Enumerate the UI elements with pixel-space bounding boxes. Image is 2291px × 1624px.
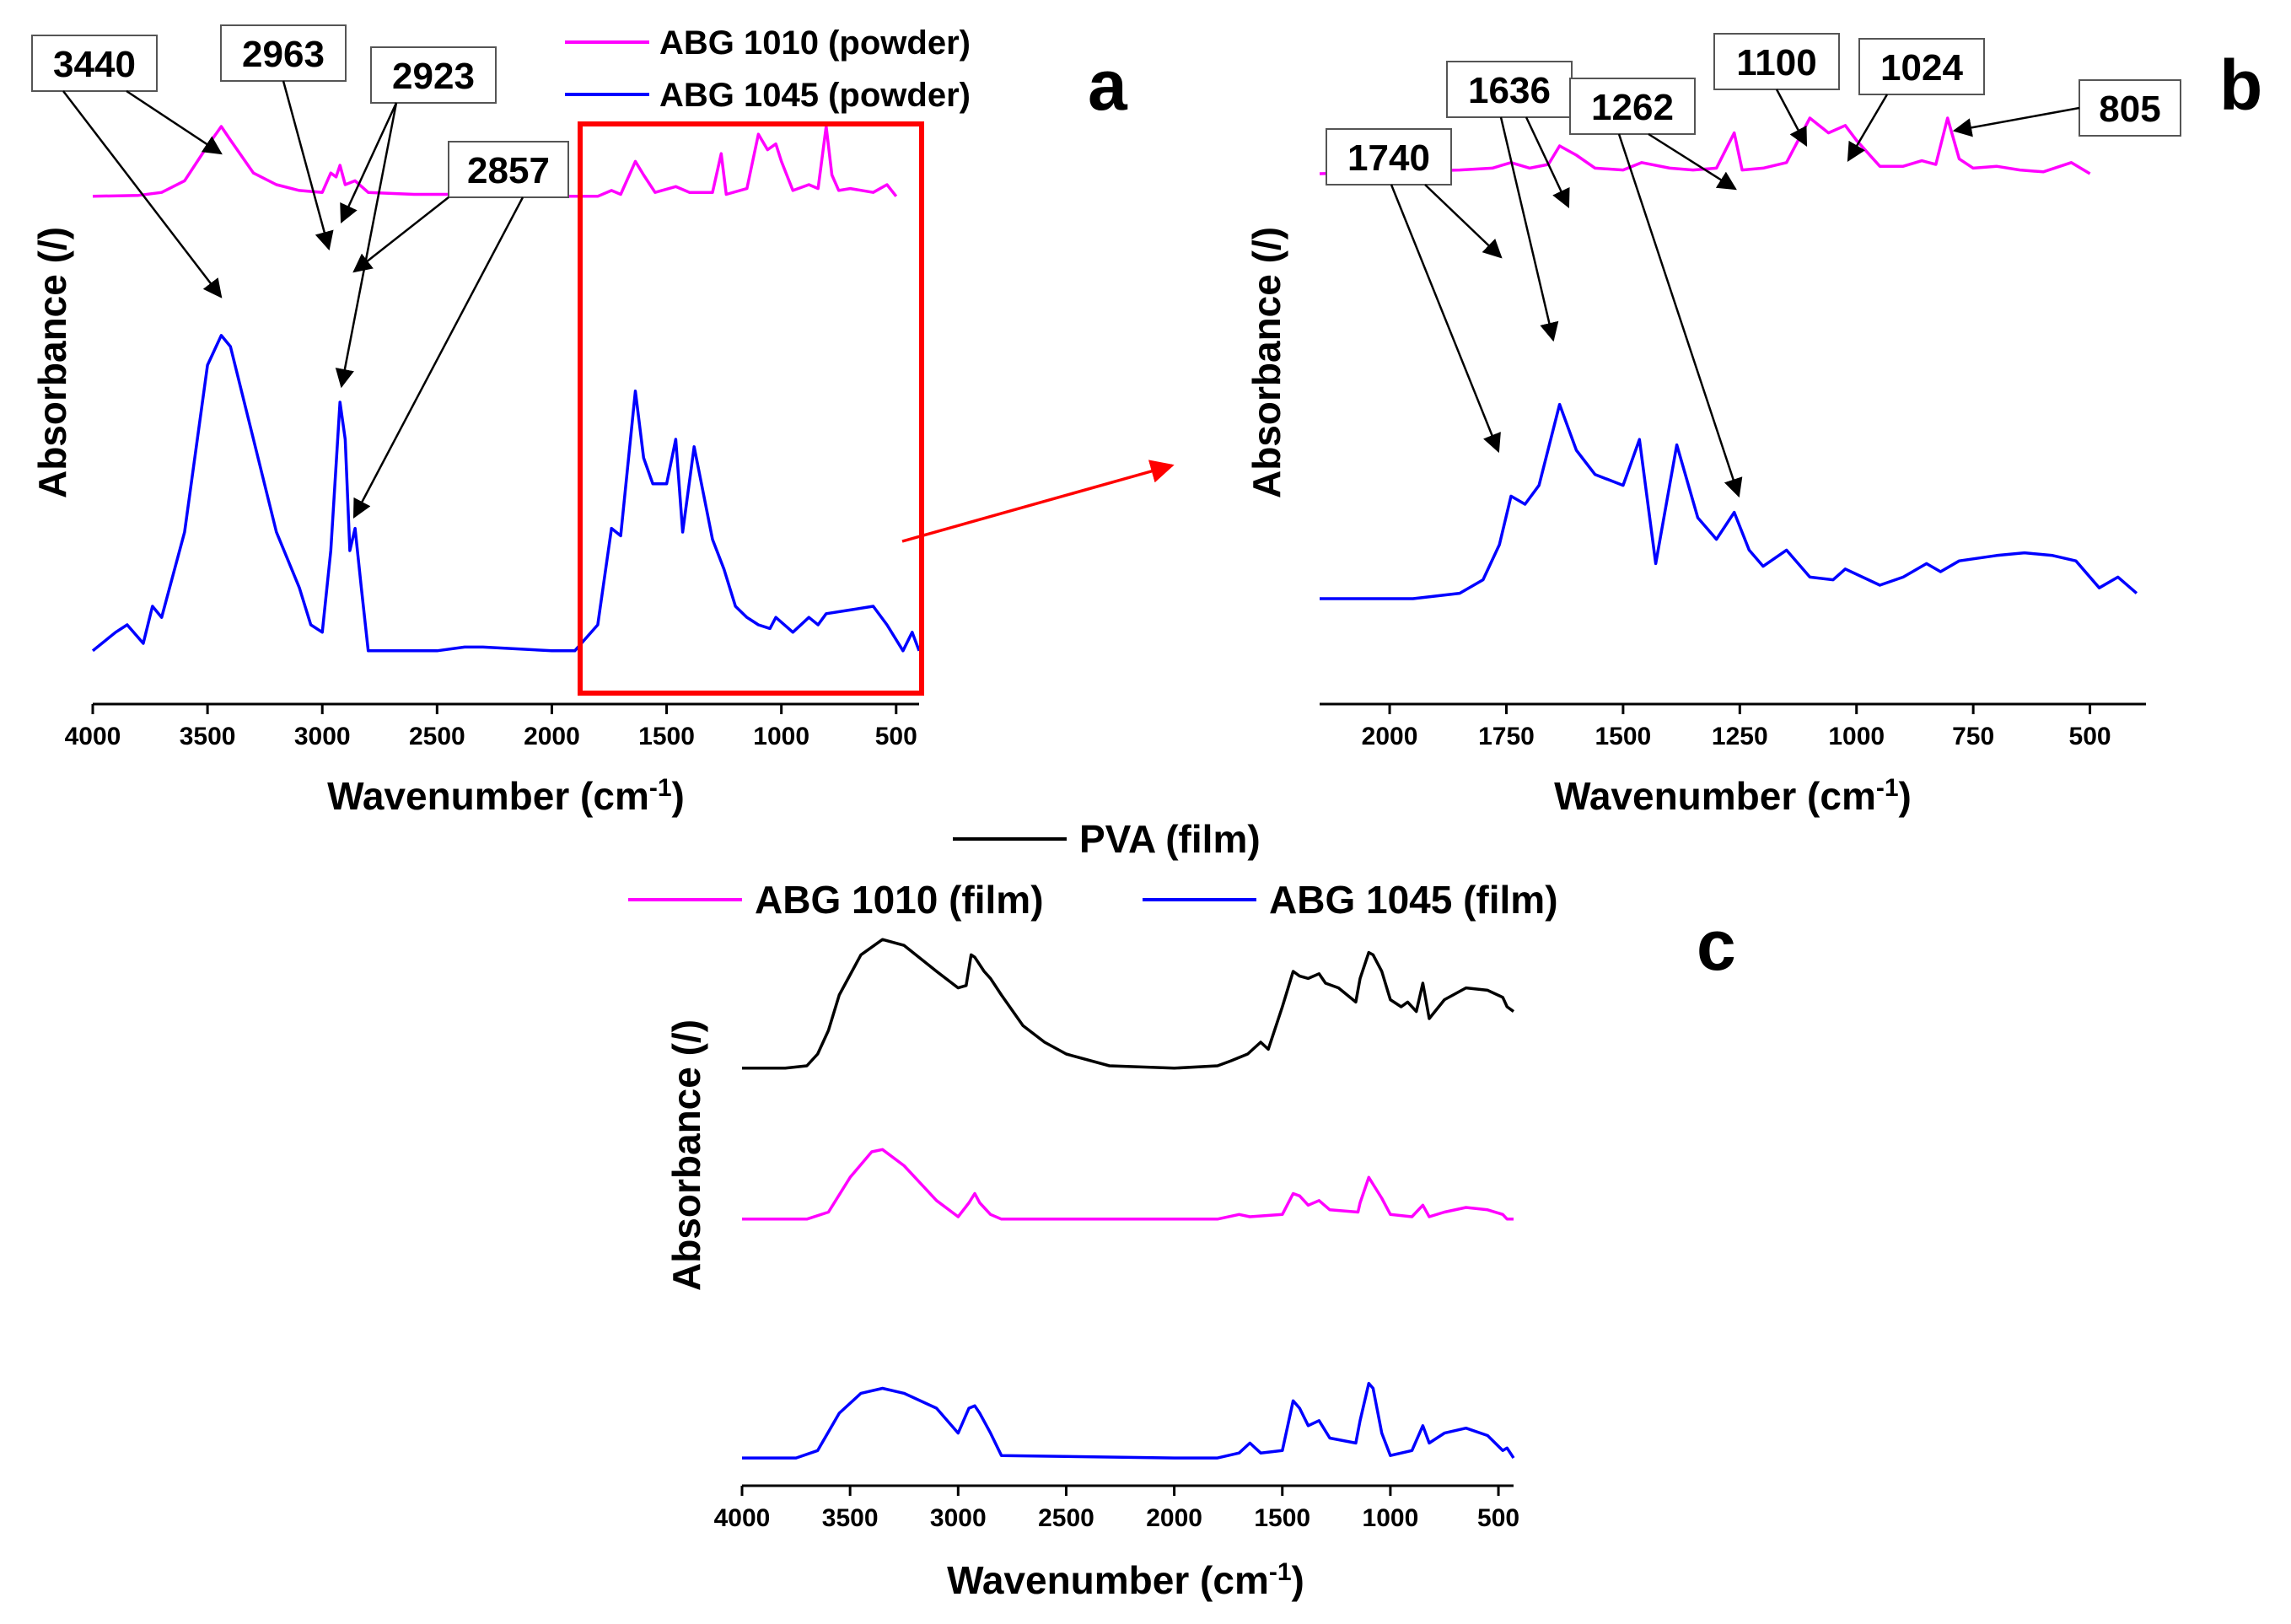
arrow-1262-bottom	[1617, 133, 1743, 498]
arrow-2963	[282, 80, 334, 251]
annotation-3440: 3440	[53, 44, 136, 85]
series-line-abg-1010-film	[742, 1148, 1514, 1221]
annotation-1740: 1740	[1347, 137, 1430, 179]
panel-c-letter: c	[1697, 906, 1736, 985]
panel-a-annotations: 3440 2963 2923 2857	[31, 24, 569, 519]
arrow-2857-bottom	[352, 196, 524, 519]
arrow-3440-bottom	[62, 90, 223, 298]
arrow-2923-bottom	[335, 102, 398, 389]
x-tick-label-500: 500	[875, 723, 917, 750]
series-line-abg-1045-powder	[1320, 402, 2138, 600]
panel-c-x-ticks: 4000 3500 3000 2500 2000 1500 1000 500	[714, 1486, 1519, 1532]
annotation-1024: 1024	[1880, 47, 1963, 89]
x-tick-label-500: 500	[1477, 1504, 1519, 1532]
legend-label-abg1045-film: ABG 1045 (film)	[1269, 878, 1558, 922]
x-tick-label-3000: 3000	[930, 1504, 987, 1532]
annotation-1100: 1100	[1736, 42, 1816, 83]
series-line-pva-film	[742, 938, 1515, 1070]
arrow-1636-top	[1525, 116, 1570, 209]
arrow-1262-top	[1648, 132, 1737, 191]
annotation-805: 805	[2099, 89, 2160, 130]
legend-label-abg1010-powder: ABG 1010 (powder)	[659, 24, 971, 62]
annotation-2857: 2857	[467, 150, 550, 191]
zoom-arrow	[901, 460, 1175, 543]
x-tick-label-1000: 1000	[1363, 1504, 1419, 1532]
panel-a-x-ticks: 4000 3500 3000 2500 2000 1500 1000 500	[65, 704, 917, 750]
x-tick-label-1750: 1750	[1478, 723, 1535, 750]
x-tick-label-2000: 2000	[1146, 1504, 1202, 1532]
x-tick-label-1000: 1000	[1828, 723, 1885, 750]
panel-b-x-ticks: 2000 1750 1500 1250 1000 750 500	[1362, 704, 2111, 750]
panel-a-series	[91, 125, 921, 653]
x-tick-label-3500: 3500	[180, 723, 236, 750]
arrow-1100	[1775, 89, 1808, 147]
arrow-1740-top	[1424, 184, 1503, 259]
legend-label-abg1045-powder: ABG 1045 (powder)	[659, 77, 971, 114]
x-tick-label-3000: 3000	[294, 723, 351, 750]
panel-b-series	[1319, 116, 2138, 600]
arrow-1636-bottom	[1499, 116, 1559, 342]
panel-c: 4000 3500 3000 2500 2000 1500 1000 500 Absorban…	[628, 817, 1736, 1602]
panel-c-ylabel: Absorbance (/)	[664, 1019, 708, 1291]
series-line-abg-1010-powder	[1319, 116, 2091, 175]
panel-a: 4000 3500 3000 2500 2000 1500 1000 500 Absorban…	[30, 24, 1175, 818]
x-tick-label-1500: 1500	[1254, 1504, 1310, 1532]
series-line-abg-1010-powder	[92, 125, 898, 198]
x-tick-label-4000: 4000	[714, 1504, 771, 1532]
arrow-3440-top	[126, 89, 223, 155]
x-tick-label-3500: 3500	[822, 1504, 879, 1532]
x-tick-label-4000: 4000	[65, 723, 121, 750]
panel-c-series	[742, 938, 1515, 1460]
series-line-abg-1045-powder	[91, 334, 921, 653]
arrow-1024	[1847, 94, 1889, 162]
annotation-2963: 2963	[242, 34, 325, 75]
x-tick-label-750: 750	[1952, 723, 1994, 750]
arrow-2923-top	[340, 102, 398, 224]
panel-b-letter: b	[2219, 46, 2262, 125]
arrow-2857-top	[352, 196, 449, 273]
panel-a-highlight-box	[578, 121, 924, 696]
x-tick-label-1500: 1500	[638, 723, 695, 750]
legend-label-pva-film: PVA (film)	[1079, 817, 1261, 861]
x-tick-label-2000: 2000	[1362, 723, 1418, 750]
panel-b-annotations: 1740 1636 1262 1100 1024 805	[1326, 33, 2181, 498]
x-tick-label-2500: 2500	[1038, 1504, 1094, 1532]
legend-label-abg1010-film: ABG 1010 (film)	[755, 878, 1044, 922]
panel-b-ylabel: Absorbance (/)	[1245, 227, 1288, 498]
panel-c-xlabel: Wavenumber (cm-1)	[947, 1558, 1304, 1602]
panel-a-letter: a	[1088, 46, 1128, 125]
annotation-1262: 1262	[1591, 87, 1674, 128]
x-tick-label-2500: 2500	[409, 723, 465, 750]
panel-b: 2000 1750 1500 1250 1000 750 500 Absorbance (/…	[1245, 33, 2262, 818]
x-tick-label-500: 500	[2069, 723, 2111, 750]
x-tick-label-1250: 1250	[1712, 723, 1768, 750]
panel-b-xlabel: Wavenumber (cm-1)	[1554, 774, 1912, 818]
panel-a-xlabel: Wavenumber (cm-1)	[327, 774, 685, 818]
arrow-805	[1952, 106, 2080, 137]
x-tick-label-2000: 2000	[524, 723, 580, 750]
x-tick-label-1000: 1000	[753, 723, 809, 750]
panel-a-ylabel: Absorbance (/)	[30, 227, 74, 498]
annotation-2923: 2923	[392, 56, 475, 97]
annotation-1636: 1636	[1468, 70, 1551, 111]
panel-c-legend: PVA (film) ABG 1010 (film) ABG 1045 (fil…	[628, 817, 1558, 922]
arrow-1740-bottom	[1390, 184, 1501, 454]
series-line-abg-1045-film	[742, 1381, 1515, 1460]
panel-a-legend: ABG 1010 (powder) ABG 1045 (powder)	[565, 24, 971, 114]
x-tick-label-1500: 1500	[1595, 723, 1652, 750]
